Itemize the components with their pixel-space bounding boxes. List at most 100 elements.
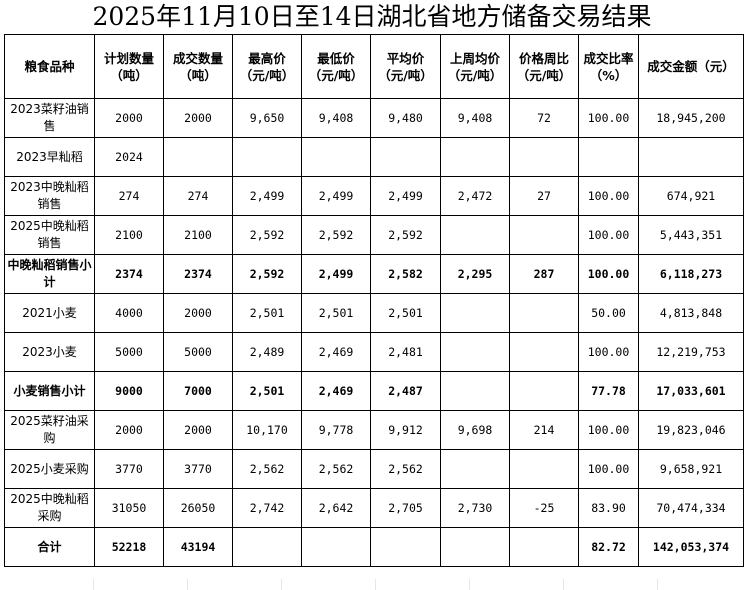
column-header: 平均价（元/吨） bbox=[370, 34, 441, 99]
table-cell: 214 bbox=[509, 410, 579, 450]
table-cell: 9,912 bbox=[370, 410, 441, 450]
table-cell bbox=[440, 137, 510, 177]
table-cell: 77.78 bbox=[578, 371, 639, 411]
table-cell: 142,053,374 bbox=[638, 527, 744, 567]
table-cell: 274 bbox=[94, 176, 164, 216]
column-header: 最高价（元/吨） bbox=[232, 34, 302, 99]
table-cell: 4000 bbox=[94, 293, 164, 333]
table-cell: 2,562 bbox=[370, 449, 441, 489]
results-table: 粮食品种 计划数量（吨） 成交数量（吨） 最高价（元/吨） 最低价（元/吨） 平均价（元/… bbox=[4, 34, 744, 567]
table-cell: 2374 bbox=[163, 254, 233, 294]
table-cell: 31050 bbox=[94, 488, 164, 528]
table-cell: 2,489 bbox=[232, 332, 302, 372]
table-cell: 5,443,351 bbox=[638, 215, 744, 255]
table-cell: 2,592 bbox=[232, 215, 302, 255]
table-cell: 2024 bbox=[94, 137, 164, 177]
column-header: 计划数量（吨） bbox=[94, 34, 164, 99]
page-title: 2025年11月10日至14日湖北省地方储备交易结果 bbox=[92, 2, 652, 31]
table-row: 2025中晚籼稻采购 31050 26050 2,742 2,642 2,705 2,730… bbox=[4, 488, 744, 528]
table-cell: 9,650 bbox=[232, 98, 302, 138]
table-cell bbox=[509, 137, 579, 177]
table-cell bbox=[370, 527, 441, 567]
column-header: 成交数量（吨） bbox=[163, 34, 233, 99]
table-cell bbox=[232, 527, 302, 567]
table-cell: 4,813,848 bbox=[638, 293, 744, 333]
table-cell: 9,658,921 bbox=[638, 449, 744, 489]
subtotal-row: 小麦销售小计 9000 7000 2,501 2,469 2,487 77.78 17,033… bbox=[4, 371, 744, 411]
table-cell bbox=[509, 293, 579, 333]
column-header: 最低价（元/吨） bbox=[301, 34, 371, 99]
table-cell: 2,501 bbox=[370, 293, 441, 333]
table-cell: 100.00 bbox=[578, 410, 639, 450]
table-cell: 27 bbox=[509, 176, 579, 216]
table-cell: 26050 bbox=[163, 488, 233, 528]
grain-variety-cell: 2023小麦 bbox=[4, 332, 95, 372]
column-header: 成交金额（元） bbox=[638, 34, 744, 99]
table-cell: 9,778 bbox=[301, 410, 371, 450]
column-header: 成交比率（%） bbox=[578, 34, 639, 99]
column-header: 价格周比（元/吨） bbox=[509, 34, 579, 99]
table-cell: 6,118,273 bbox=[638, 254, 744, 294]
table-cell: 17,033,601 bbox=[638, 371, 744, 411]
table-cell: 2,642 bbox=[301, 488, 371, 528]
table-cell bbox=[440, 293, 510, 333]
table-cell: 2,592 bbox=[232, 254, 302, 294]
grain-variety-cell: 2023中晚籼稻销售 bbox=[4, 176, 95, 216]
table-cell: 2,499 bbox=[301, 254, 371, 294]
subtotal-row: 中晚籼稻销售小计 2374 2374 2,592 2,499 2,582 2,295 287 1… bbox=[4, 254, 744, 294]
table-cell: 19,823,046 bbox=[638, 410, 744, 450]
table-row: 2025小麦采购 3770 3770 2,562 2,562 2,562 100.00 9,6… bbox=[4, 449, 744, 489]
table-cell: 9,698 bbox=[440, 410, 510, 450]
table-cell: 83.90 bbox=[578, 488, 639, 528]
table-cell: 2374 bbox=[94, 254, 164, 294]
table-cell: 18,945,200 bbox=[638, 98, 744, 138]
table-cell: 72 bbox=[509, 98, 579, 138]
column-header: 上周均价（元/吨） bbox=[440, 34, 510, 99]
grain-variety-cell: 2023菜籽油销售 bbox=[4, 98, 95, 138]
table-cell bbox=[440, 371, 510, 411]
table-cell: 9,480 bbox=[370, 98, 441, 138]
table-cell: 100.00 bbox=[578, 98, 639, 138]
table-cell bbox=[440, 215, 510, 255]
table-cell: 52218 bbox=[94, 527, 164, 567]
table-cell bbox=[509, 527, 579, 567]
table-cell bbox=[301, 527, 371, 567]
table-row: 2023中晚籼稻销售 274 274 2,499 2,499 2,499 2,472 27 10… bbox=[4, 176, 744, 216]
grain-variety-cell: 2025中晚籼稻采购 bbox=[4, 488, 95, 528]
table-cell bbox=[232, 137, 302, 177]
grain-variety-cell: 2025菜籽油采购 bbox=[4, 410, 95, 450]
table-cell bbox=[440, 332, 510, 372]
table-cell: 2000 bbox=[163, 98, 233, 138]
table-cell: 2,472 bbox=[440, 176, 510, 216]
table-cell: 2,705 bbox=[370, 488, 441, 528]
table-cell: 2,499 bbox=[370, 176, 441, 216]
column-header: 粮食品种 bbox=[4, 34, 95, 99]
table-cell: 9000 bbox=[94, 371, 164, 411]
table-cell: 2000 bbox=[163, 293, 233, 333]
table-row: 2023菜籽油销售 2000 2000 9,650 9,408 9,480 9,408 72 1… bbox=[4, 98, 744, 138]
table-cell bbox=[301, 137, 371, 177]
table-cell: 70,474,334 bbox=[638, 488, 744, 528]
table-cell: 2,499 bbox=[232, 176, 302, 216]
grain-variety-cell: 2025中晚籼稻销售 bbox=[4, 215, 95, 255]
table-row: 2025中晚籼稻销售 2100 2100 2,592 2,592 2,592 100.00 5… bbox=[4, 215, 744, 255]
table-cell: 2,742 bbox=[232, 488, 302, 528]
table-row: 2021小麦 4000 2000 2,501 2,501 2,501 50.00 4,813,… bbox=[4, 293, 744, 333]
table-cell: 5000 bbox=[163, 332, 233, 372]
table-cell: 100.00 bbox=[578, 449, 639, 489]
table-cell: 3770 bbox=[94, 449, 164, 489]
table-cell bbox=[509, 332, 579, 372]
table-cell bbox=[578, 137, 639, 177]
table-cell: 43194 bbox=[163, 527, 233, 567]
table-cell bbox=[509, 449, 579, 489]
table-cell: 2000 bbox=[94, 410, 164, 450]
table-cell: 674,921 bbox=[638, 176, 744, 216]
header-row: 粮食品种 计划数量（吨） 成交数量（吨） 最高价（元/吨） 最低价（元/吨） 平均价（元/… bbox=[4, 34, 744, 99]
grain-variety-cell: 2023早籼稻 bbox=[4, 137, 95, 177]
table-cell: 7000 bbox=[163, 371, 233, 411]
table-cell: 10,170 bbox=[232, 410, 302, 450]
table-cell: 2,469 bbox=[301, 332, 371, 372]
table-cell bbox=[638, 137, 744, 177]
grain-variety-cell: 中晚籼稻销售小计 bbox=[4, 254, 95, 294]
table-cell: 100.00 bbox=[578, 176, 639, 216]
